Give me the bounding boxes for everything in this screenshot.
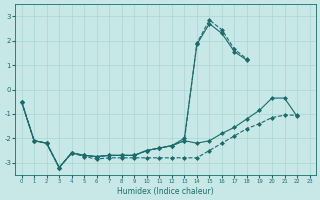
X-axis label: Humidex (Indice chaleur): Humidex (Indice chaleur) bbox=[117, 187, 214, 196]
